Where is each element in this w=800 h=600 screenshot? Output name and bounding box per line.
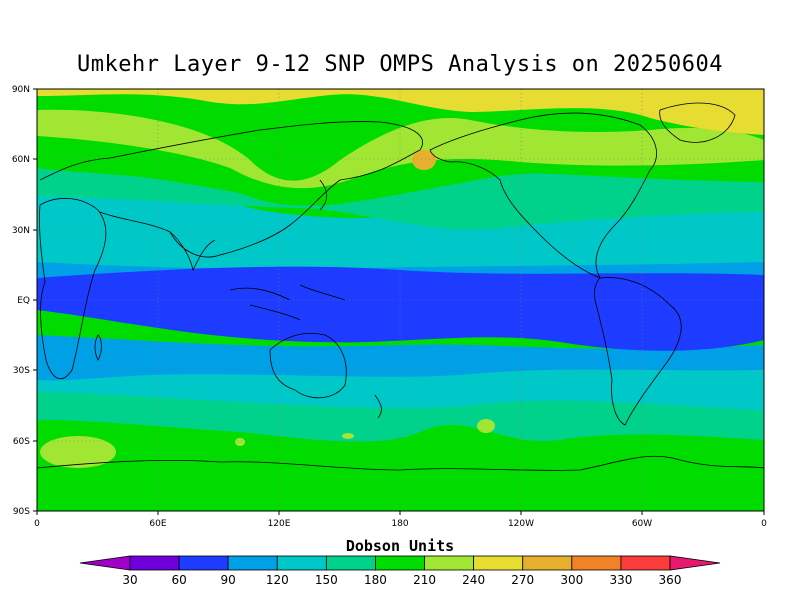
colorbar-swatch bbox=[473, 555, 524, 571]
colorbar-swatch bbox=[178, 555, 229, 571]
lat-tick-label: 30N bbox=[12, 226, 30, 236]
colorbar-level-label: 120 bbox=[266, 573, 289, 587]
colorbar-level-label: 270 bbox=[511, 573, 534, 587]
colorbar-underflow bbox=[79, 555, 131, 571]
colorbar-swatch bbox=[424, 555, 475, 571]
lat-tick-label: 30S bbox=[13, 366, 30, 376]
colorbar-level-label: 240 bbox=[462, 573, 485, 587]
colorbar-swatch bbox=[522, 555, 573, 571]
colorbar-level-label: 360 bbox=[659, 573, 682, 587]
colorbar-level-label: 60 bbox=[171, 573, 186, 587]
lat-tick-label: 90S bbox=[13, 507, 30, 517]
colorbar-level-label: 210 bbox=[413, 573, 436, 587]
colorbar-title: Dobson Units bbox=[345, 537, 455, 555]
colorbar: 30 60 90 120 150 180 210 240 270 300 330 360 bbox=[79, 555, 721, 587]
colorbar-level-label: 330 bbox=[609, 573, 632, 587]
lon-tick-label: 0 bbox=[34, 519, 40, 529]
lat-tick-label: 90N bbox=[12, 85, 30, 95]
lon-tick-label: 120W bbox=[508, 519, 534, 529]
colorbar-level-label: 180 bbox=[364, 573, 387, 587]
colorbar-level-label: 90 bbox=[221, 573, 236, 587]
colorbar-swatch bbox=[129, 555, 180, 571]
lon-tick-label: 60E bbox=[149, 519, 166, 529]
colorbar-swatch bbox=[325, 555, 376, 571]
lon-tick-label: 0 bbox=[761, 519, 767, 529]
lat-tick-label: 60S bbox=[13, 437, 30, 447]
contour-fill bbox=[37, 89, 764, 511]
colorbar-level-label: 300 bbox=[560, 573, 583, 587]
lon-tick-label: 120E bbox=[268, 519, 291, 529]
colorbar-swatch bbox=[620, 555, 671, 571]
coastlines bbox=[37, 102, 764, 471]
colorbar-overflow bbox=[669, 555, 721, 571]
lat-tick-label: EQ bbox=[17, 296, 30, 306]
colorbar-level-label: 30 bbox=[122, 573, 137, 587]
colorbar-level-label: 150 bbox=[315, 573, 338, 587]
colorbar-swatch bbox=[375, 555, 425, 571]
lon-tick-label: 180 bbox=[391, 519, 408, 529]
colorbar-swatch bbox=[227, 555, 278, 571]
colorbar-swatch bbox=[276, 555, 327, 571]
lon-tick-label: 60W bbox=[632, 519, 652, 529]
lat-tick-label: 60N bbox=[12, 155, 30, 165]
colorbar-swatch bbox=[571, 555, 622, 571]
map-title: Umkehr Layer 9-12 SNP OMPS Analysis on 2… bbox=[76, 52, 724, 77]
